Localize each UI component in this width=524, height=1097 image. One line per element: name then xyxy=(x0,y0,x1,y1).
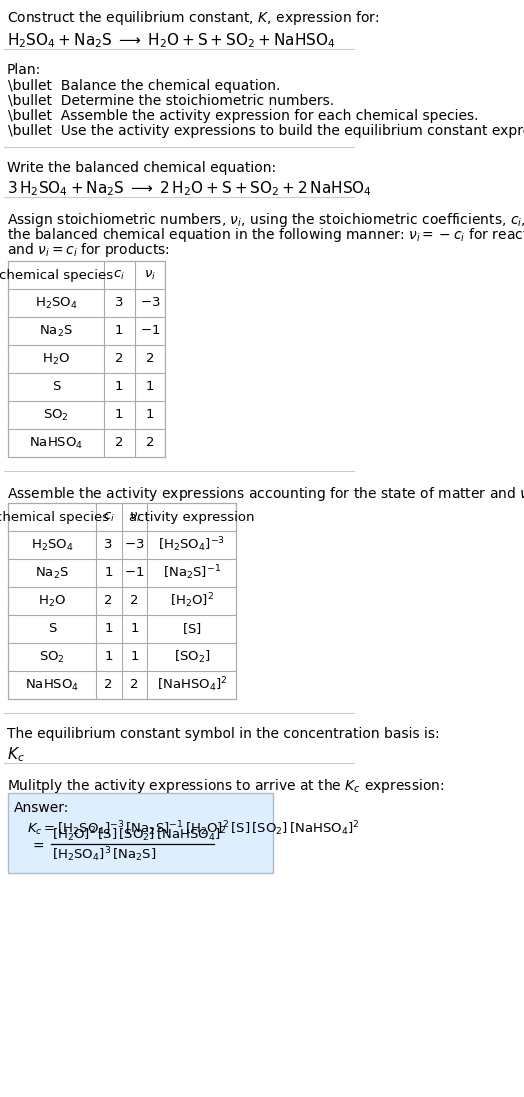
Text: $[\mathrm{H_2O}]^{2}$: $[\mathrm{H_2O}]^{2}$ xyxy=(170,591,214,610)
Text: $\mathrm{SO_2}$: $\mathrm{SO_2}$ xyxy=(43,407,69,422)
Text: $=$: $=$ xyxy=(30,838,45,852)
Text: 2: 2 xyxy=(146,352,154,365)
Text: S: S xyxy=(52,381,60,394)
Text: \bullet  Use the activity expressions to build the equilibrium constant expressi: \bullet Use the activity expressions to … xyxy=(8,124,524,138)
Text: 2: 2 xyxy=(104,679,113,691)
Text: 2: 2 xyxy=(130,679,139,691)
Text: $\mathrm{3\,H_2SO_4 + Na_2S \;\longrightarrow\; 2\,H_2O + S + SO_2 + 2\,NaHSO_4}: $\mathrm{3\,H_2SO_4 + Na_2S \;\longright… xyxy=(7,179,372,197)
Text: $\mathrm{NaHSO_4}$: $\mathrm{NaHSO_4}$ xyxy=(25,678,79,692)
Text: chemical species: chemical species xyxy=(0,269,113,282)
Text: $\mathrm{H_2SO_4}$: $\mathrm{H_2SO_4}$ xyxy=(35,295,78,310)
Text: and $\nu_i = c_i$ for products:: and $\nu_i = c_i$ for products: xyxy=(7,241,170,259)
Text: 1: 1 xyxy=(146,381,154,394)
Text: $c_i$: $c_i$ xyxy=(103,510,114,523)
Text: 3: 3 xyxy=(115,296,124,309)
Text: $\mathrm{NaHSO_4}$: $\mathrm{NaHSO_4}$ xyxy=(29,436,83,451)
Text: 1: 1 xyxy=(146,408,154,421)
Text: $[\mathrm{H_2SO_4}]^{-3}$: $[\mathrm{H_2SO_4}]^{-3}$ xyxy=(158,535,225,554)
Text: $-1$: $-1$ xyxy=(124,566,145,579)
Text: $[\mathrm{H_2SO_4}]^{3}\,[\mathrm{Na_2S}]$: $[\mathrm{H_2SO_4}]^{3}\,[\mathrm{Na_2S}… xyxy=(52,846,157,864)
Text: 1: 1 xyxy=(115,408,124,421)
FancyBboxPatch shape xyxy=(8,261,165,457)
Text: 2: 2 xyxy=(130,595,139,608)
Text: Construct the equilibrium constant, $K$, expression for:: Construct the equilibrium constant, $K$,… xyxy=(7,9,379,27)
Text: Answer:: Answer: xyxy=(14,801,69,815)
Text: 1: 1 xyxy=(130,622,139,635)
Text: The equilibrium constant symbol in the concentration basis is:: The equilibrium constant symbol in the c… xyxy=(7,727,440,740)
Text: activity expression: activity expression xyxy=(129,510,255,523)
Text: \bullet  Determine the stoichiometric numbers.: \bullet Determine the stoichiometric num… xyxy=(8,94,334,108)
Text: $-3$: $-3$ xyxy=(124,539,145,552)
Text: \bullet  Balance the chemical equation.: \bullet Balance the chemical equation. xyxy=(8,79,280,93)
Text: 1: 1 xyxy=(104,622,113,635)
Text: Assign stoichiometric numbers, $\nu_i$, using the stoichiometric coefficients, $: Assign stoichiometric numbers, $\nu_i$, … xyxy=(7,211,524,229)
Text: $\mathrm{H_2O}$: $\mathrm{H_2O}$ xyxy=(42,351,70,366)
Text: $[\mathrm{H_2O}]^{2}\,[\mathrm{S}]\,[\mathrm{SO_2}]\,[\mathrm{NaHSO_4}]^{2}$: $[\mathrm{H_2O}]^{2}\,[\mathrm{S}]\,[\ma… xyxy=(52,826,227,845)
Text: $\mathrm{H_2SO_4}$: $\mathrm{H_2SO_4}$ xyxy=(30,538,73,553)
Text: $\nu_i$: $\nu_i$ xyxy=(144,269,156,282)
Text: 2: 2 xyxy=(146,437,154,450)
Text: $[\mathrm{SO_2}]$: $[\mathrm{SO_2}]$ xyxy=(173,649,210,665)
Text: 1: 1 xyxy=(104,566,113,579)
Text: $K_c = [\mathrm{H_2SO_4}]^{-3}\,[\mathrm{Na_2S}]^{-1}\,[\mathrm{H_2O}]^{2}\,[\ma: $K_c = [\mathrm{H_2SO_4}]^{-3}\,[\mathrm… xyxy=(27,819,360,838)
Text: $\mathrm{Na_2S}$: $\mathrm{Na_2S}$ xyxy=(35,565,69,580)
Text: \bullet  Assemble the activity expression for each chemical species.: \bullet Assemble the activity expression… xyxy=(8,109,479,123)
Text: $\mathrm{H_2SO_4 + Na_2S \;\longrightarrow\; H_2O + S + SO_2 + NaHSO_4}$: $\mathrm{H_2SO_4 + Na_2S \;\longrightarr… xyxy=(7,31,335,49)
FancyBboxPatch shape xyxy=(8,504,236,699)
Text: $-1$: $-1$ xyxy=(140,325,160,338)
Text: $-3$: $-3$ xyxy=(139,296,160,309)
Text: the balanced chemical equation in the following manner: $\nu_i = -c_i$ for react: the balanced chemical equation in the fo… xyxy=(7,226,524,244)
FancyBboxPatch shape xyxy=(8,793,273,873)
Text: Write the balanced chemical equation:: Write the balanced chemical equation: xyxy=(7,161,276,176)
Text: 2: 2 xyxy=(115,352,124,365)
Text: 1: 1 xyxy=(130,651,139,664)
Text: Mulitply the activity expressions to arrive at the $K_c$ expression:: Mulitply the activity expressions to arr… xyxy=(7,777,444,795)
Text: Plan:: Plan: xyxy=(7,63,41,77)
Text: 2: 2 xyxy=(115,437,124,450)
Text: S: S xyxy=(48,622,56,635)
Text: $\mathrm{SO_2}$: $\mathrm{SO_2}$ xyxy=(39,649,65,665)
Text: 1: 1 xyxy=(115,381,124,394)
Text: 2: 2 xyxy=(104,595,113,608)
Text: $[\mathrm{NaHSO_4}]^{2}$: $[\mathrm{NaHSO_4}]^{2}$ xyxy=(157,676,227,694)
Text: 1: 1 xyxy=(115,325,124,338)
Text: $\mathrm{H_2O}$: $\mathrm{H_2O}$ xyxy=(38,593,66,609)
Text: chemical species: chemical species xyxy=(0,510,109,523)
Text: $c_i$: $c_i$ xyxy=(113,269,125,282)
Text: 3: 3 xyxy=(104,539,113,552)
Text: $\nu_i$: $\nu_i$ xyxy=(128,510,140,523)
Text: $\mathrm{Na_2S}$: $\mathrm{Na_2S}$ xyxy=(39,324,73,339)
Text: $K_c$: $K_c$ xyxy=(7,745,25,764)
Text: $[\mathrm{Na_2S}]^{-1}$: $[\mathrm{Na_2S}]^{-1}$ xyxy=(163,564,221,583)
Text: 1: 1 xyxy=(104,651,113,664)
Text: $[\mathrm{S}]$: $[\mathrm{S}]$ xyxy=(182,622,202,636)
Text: Assemble the activity expressions accounting for the state of matter and $\nu_i$: Assemble the activity expressions accoun… xyxy=(7,485,524,504)
